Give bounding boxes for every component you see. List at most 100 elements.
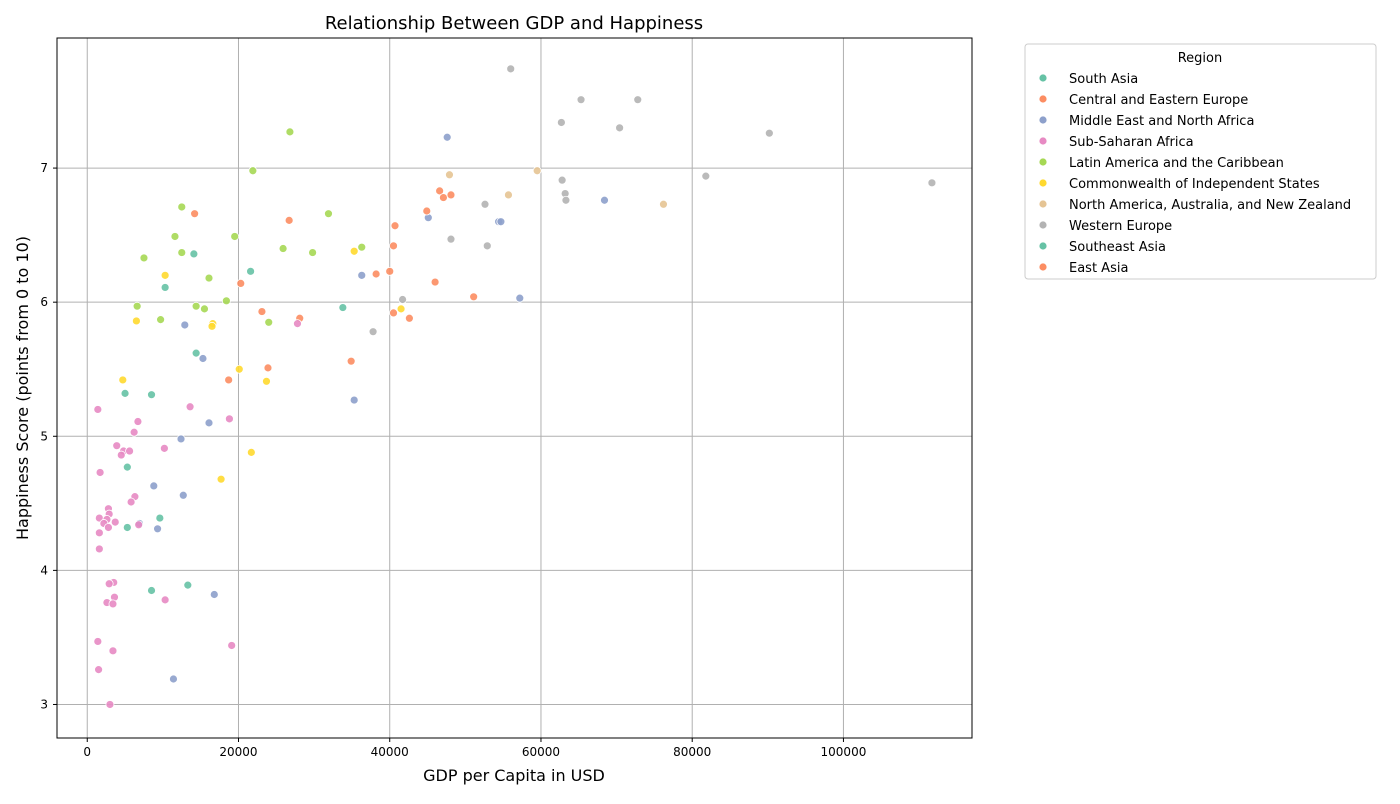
data-point (129, 427, 139, 437)
y-tick-label: 7 (40, 161, 48, 175)
data-point (191, 348, 201, 358)
x-axis-label: GDP per Capita in USD (423, 766, 605, 785)
data-point (126, 497, 136, 507)
data-point (191, 301, 201, 311)
data-point (248, 166, 258, 176)
data-point (170, 232, 180, 241)
x-tick-label: 20000 (219, 745, 257, 759)
data-point (285, 127, 295, 137)
data-point (132, 301, 142, 311)
data-point (371, 269, 381, 279)
y-axis-label: Happiness Score (points from 0 to 10) (13, 236, 32, 540)
legend-marker (1038, 115, 1048, 125)
data-point (112, 441, 122, 451)
data-point (95, 468, 105, 477)
legend-marker (1038, 241, 1048, 251)
data-point (389, 308, 398, 318)
legend-label: Southeast Asia (1069, 240, 1166, 255)
data-point (234, 364, 244, 374)
data-point (125, 446, 134, 456)
data-point (308, 248, 317, 257)
legend-marker (1038, 157, 1048, 167)
data-points (93, 64, 937, 709)
data-point (701, 171, 711, 181)
data-point (177, 248, 187, 257)
data-point (346, 356, 356, 366)
data-point (93, 637, 103, 646)
data-point (198, 354, 208, 363)
data-point (324, 209, 333, 219)
data-point (556, 118, 566, 127)
data-point (422, 206, 432, 216)
data-point (122, 462, 132, 472)
data-point (227, 641, 237, 650)
data-point (224, 375, 234, 385)
data-point (139, 253, 149, 263)
data-point (278, 244, 288, 253)
data-point (147, 586, 156, 595)
data-point (404, 313, 414, 323)
data-point (209, 590, 219, 599)
data-point (134, 520, 144, 530)
data-point (246, 266, 255, 276)
data-point (122, 523, 132, 532)
data-point (177, 202, 187, 212)
data-point (764, 128, 774, 138)
data-point (357, 270, 367, 280)
data-point (216, 474, 226, 484)
legend-label: East Asia (1069, 261, 1128, 276)
data-point (180, 320, 190, 330)
data-point (189, 249, 199, 259)
x-tick-label: 60000 (522, 745, 560, 759)
x-tick-label: 0 (83, 745, 91, 759)
data-point (446, 234, 456, 244)
y-tick-label: 4 (40, 563, 48, 577)
data-point (236, 279, 246, 288)
data-point (633, 95, 643, 105)
data-point (349, 395, 359, 405)
data-point (160, 270, 170, 280)
legend-label: Western Europe (1069, 219, 1172, 234)
legend-label: South Asia (1069, 72, 1138, 87)
data-point (445, 170, 454, 180)
y-tick-label: 3 (40, 697, 48, 711)
chart-title: Relationship Between GDP and Happiness (325, 13, 703, 34)
data-point (446, 190, 456, 200)
data-point (293, 319, 302, 329)
legend-label: Latin America and the Caribbean (1069, 156, 1284, 171)
data-point (230, 232, 240, 241)
data-point (105, 700, 115, 709)
legend-label: Middle East and North Africa (1069, 114, 1254, 129)
x-tick-label: 100000 (821, 745, 867, 759)
data-point (398, 295, 407, 304)
data-point (927, 178, 937, 188)
data-point (430, 277, 440, 287)
data-point (284, 215, 294, 225)
data-point (160, 283, 170, 292)
data-point (263, 363, 273, 373)
data-point (532, 166, 542, 176)
data-point (160, 595, 170, 605)
legend-label: North America, Australia, and New Zealan… (1069, 198, 1351, 213)
data-point (246, 447, 256, 457)
data-point (132, 316, 141, 326)
data-point (659, 199, 668, 209)
data-point (190, 209, 200, 219)
data-point (200, 304, 209, 314)
data-point (133, 417, 143, 426)
data-point (442, 132, 452, 142)
data-point (176, 434, 186, 444)
data-point (169, 674, 178, 684)
data-point (615, 123, 625, 133)
data-point (155, 513, 165, 523)
legend-marker (1038, 199, 1048, 209)
data-point (257, 307, 267, 316)
legend-marker (1038, 220, 1048, 230)
data-point (207, 321, 217, 331)
plot-area (56, 37, 973, 739)
data-point (496, 217, 506, 227)
legend-marker (1038, 73, 1048, 83)
legend-label: Central and Eastern Europe (1069, 93, 1248, 108)
data-point (104, 579, 114, 589)
